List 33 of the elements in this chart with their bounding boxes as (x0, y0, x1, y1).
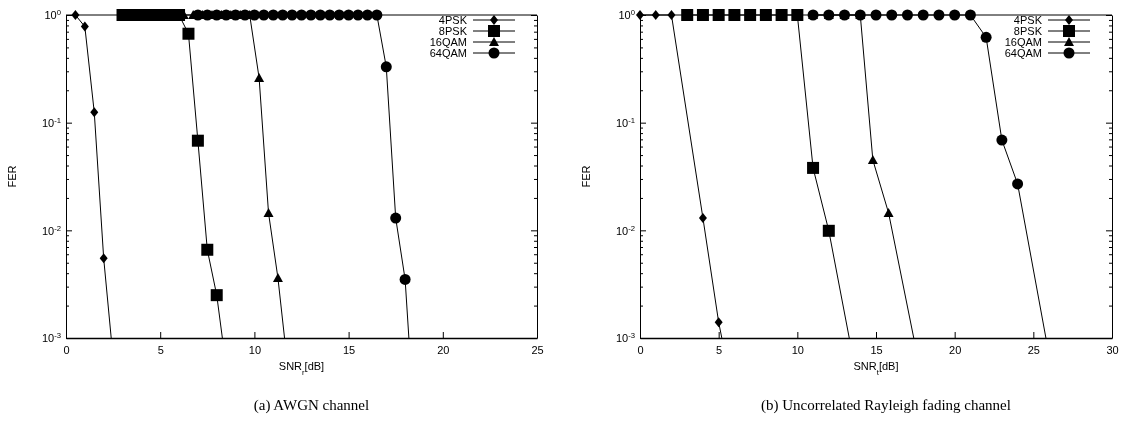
x-tick-label: 0 (63, 343, 70, 356)
x-tick-label: 25 (531, 343, 544, 356)
x-tick-label: 5 (157, 343, 164, 356)
x-axis-title: SNR$_{r}$[dB] (278, 360, 325, 377)
y-axis-title: FER (580, 165, 592, 188)
legend-label: 8PSK (438, 24, 468, 37)
x-tick-label: 0 (637, 343, 644, 356)
y-tick-label: 10$^{-1}$ (41, 115, 61, 130)
x-tick-label: 20 (437, 343, 450, 356)
y-tick-label: 10$^{0}$ (44, 7, 61, 22)
x-tick-label: 15 (870, 343, 883, 356)
x-tick-label: 10 (248, 343, 262, 356)
x-axis-title: SNR$_{t}$[dB] (853, 360, 899, 377)
legend-label: 16QAM (1004, 35, 1042, 48)
text: (a) AWGN channel (253, 397, 370, 414)
x-tick-label: 15 (342, 343, 356, 356)
legend-label: 16QAM (429, 35, 467, 48)
y-tick-label: 10$^{-1}$ (615, 115, 635, 130)
y-tick-label: 10$^{-3}$ (41, 330, 61, 345)
legend-label: 8PSK (1013, 24, 1043, 37)
y-tick-label: 10$^{-2}$ (615, 223, 635, 237)
x-tick-label: 5 (716, 343, 723, 356)
y-tick-label: 10$^{-3}$ (615, 330, 635, 345)
legend-label: 4PSK (1013, 13, 1043, 26)
x-tick-label: 25 (1027, 343, 1040, 356)
text: (b) Uncorrelated Rayleigh fading channel (761, 397, 1011, 414)
legend-label: 4PSK (438, 13, 468, 26)
y-tick-label: 10$^{0}$ (618, 7, 635, 22)
x-tick-label: 10 (791, 343, 804, 356)
x-tick-label: 30 (1106, 343, 1119, 356)
x-tick-label: 20 (949, 343, 962, 356)
y-tick-label: 10$^{-2}$ (41, 223, 61, 237)
y-axis-title: FER (6, 165, 18, 188)
